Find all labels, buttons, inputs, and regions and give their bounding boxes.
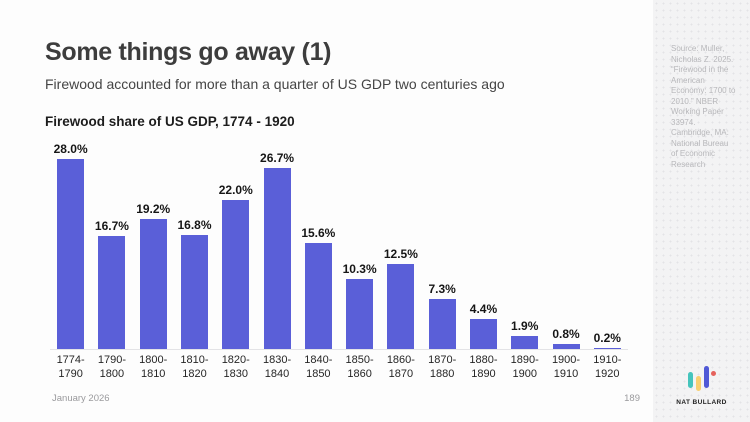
chart-title: Firewood share of US GDP, 1774 - 1920 bbox=[45, 114, 295, 129]
bar-group: 1.9% bbox=[504, 142, 545, 349]
logo-red-dot bbox=[710, 371, 716, 376]
sidebar: Source: Muller, Nicholas Z. 2025. “Firew… bbox=[653, 0, 750, 422]
bar-value-label: 12.5% bbox=[383, 247, 418, 262]
bar bbox=[263, 167, 291, 349]
logo-blue-bar bbox=[703, 366, 709, 388]
bar-group: 15.6% bbox=[298, 142, 339, 349]
x-axis-labels: 1774- 1790 1790- 1800 1800- 1810 1810- 1820 1820… bbox=[50, 354, 628, 381]
x-axis-tick-label: 1810- 1820 bbox=[180, 354, 209, 380]
bar bbox=[469, 319, 497, 349]
brand-logo-icon bbox=[687, 365, 717, 393]
bar-value-label: 4.4% bbox=[469, 302, 498, 317]
bar bbox=[346, 279, 374, 349]
bar bbox=[511, 336, 539, 349]
bar-group: 26.7% bbox=[256, 142, 297, 349]
bar bbox=[57, 159, 85, 349]
bar-chart: 28.0% 16.7% 19.2% 16.8% 22.0% 26.7% 15.6% 10.3%… bbox=[50, 142, 628, 350]
bar bbox=[180, 235, 208, 349]
bar-value-label: 10.3% bbox=[342, 262, 377, 277]
bar-value-label: 19.2% bbox=[136, 201, 171, 216]
bar bbox=[552, 343, 580, 349]
x-axis-tick-label: 1900- 1910 bbox=[551, 354, 581, 380]
page-title: Some things go away (1) bbox=[45, 38, 332, 66]
x-axis-tick-label: 1850- 1860 bbox=[345, 354, 374, 380]
logo-teal-bar bbox=[687, 372, 693, 388]
footer-date: January 2026 bbox=[52, 393, 110, 404]
x-axis-tick-label: 1830- 1840 bbox=[262, 354, 292, 380]
x-axis-tick-label: 1800- 1810 bbox=[139, 354, 168, 380]
bar-group: 22.0% bbox=[215, 142, 256, 349]
source-citation: Source: Muller, Nicholas Z. 2025. “Firew… bbox=[671, 44, 736, 169]
bar-value-label: 0.8% bbox=[552, 326, 580, 341]
bar-group: 28.0% bbox=[50, 142, 91, 349]
page-subtitle: Firewood accounted for more than a quart… bbox=[45, 76, 505, 92]
brand-name: NAT BULLARD bbox=[676, 399, 727, 406]
bar bbox=[139, 218, 167, 349]
page-number: 189 bbox=[624, 393, 640, 404]
bar-group: 19.2% bbox=[133, 142, 174, 349]
bar bbox=[304, 243, 332, 349]
brand-block: NAT BULLARD bbox=[653, 365, 750, 406]
bar bbox=[98, 235, 126, 349]
bar-value-label: 15.6% bbox=[301, 226, 336, 241]
x-axis-tick-label: 1820- 1830 bbox=[221, 354, 250, 380]
bar-group: 10.3% bbox=[339, 142, 380, 349]
bar-value-label: 16.7% bbox=[94, 218, 129, 233]
x-axis-tick-label: 1774- 1790 bbox=[56, 354, 85, 380]
x-axis-tick-label: 1880- 1890 bbox=[469, 354, 498, 380]
bar-value-label: 1.9% bbox=[511, 319, 539, 334]
bar-value-label: 16.8% bbox=[177, 218, 212, 232]
bar bbox=[387, 264, 415, 349]
bar-value-label: 28.0% bbox=[53, 142, 88, 156]
x-axis-tick-label: 1870- 1880 bbox=[428, 354, 457, 380]
bar-group: 16.7% bbox=[91, 142, 132, 349]
x-axis-tick-label: 1840- 1850 bbox=[304, 354, 333, 380]
x-axis-tick-label: 1790- 1800 bbox=[97, 354, 126, 380]
bar-value-label: 0.2% bbox=[593, 330, 621, 345]
bar-group: 0.8% bbox=[545, 142, 586, 349]
x-axis-tick-label: 1910- 1920 bbox=[593, 354, 622, 380]
bar bbox=[222, 199, 250, 349]
bar bbox=[428, 299, 456, 349]
bar-group: 12.5% bbox=[380, 142, 421, 349]
x-axis-tick-label: 1890- 1900 bbox=[510, 354, 539, 380]
logo-yellow-bar bbox=[695, 376, 701, 391]
bar-value-label: 7.3% bbox=[428, 282, 456, 297]
bar-group: 4.4% bbox=[463, 142, 504, 349]
bar-group: 16.8% bbox=[174, 142, 215, 349]
bar-group: 7.3% bbox=[422, 142, 463, 349]
x-axis-tick-label: 1860- 1870 bbox=[386, 354, 415, 380]
bar-value-label: 22.0% bbox=[218, 182, 253, 197]
bar-value-label: 26.7% bbox=[260, 150, 295, 165]
bar-group: 0.2% bbox=[587, 142, 628, 349]
bar bbox=[593, 347, 621, 349]
